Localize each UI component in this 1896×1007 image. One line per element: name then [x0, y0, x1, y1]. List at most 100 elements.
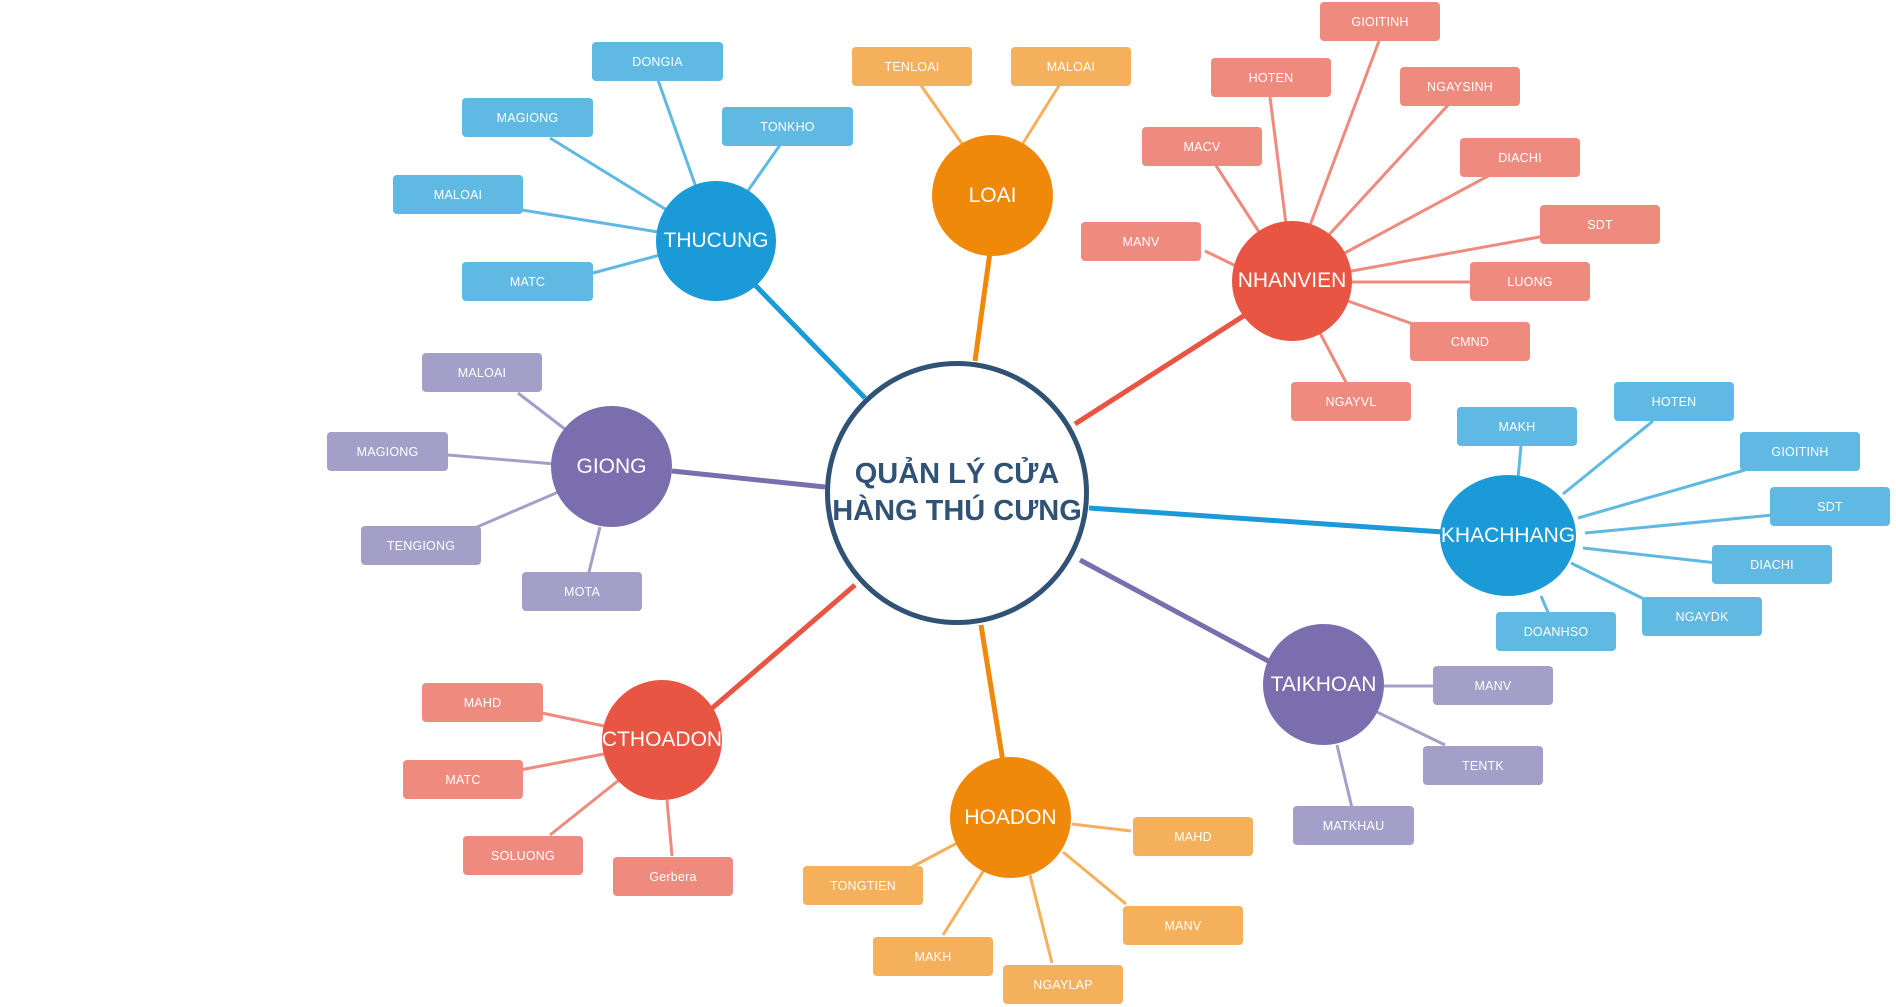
- hub-thucung[interactable]: THUCUNG: [656, 181, 776, 301]
- leaf-connector: [1345, 234, 1546, 274]
- leaf-connector: [1325, 101, 1452, 239]
- leaf-connector: [1028, 874, 1054, 964]
- hub-taikhoan[interactable]: TAIKHOAN: [1263, 624, 1384, 745]
- leaf-cthoadon-gerbera[interactable]: Gerbera: [613, 857, 733, 896]
- leaf-thucung-matc[interactable]: MATC: [462, 262, 593, 301]
- leaf-nhanvien-luong[interactable]: LUONG: [1470, 262, 1590, 301]
- connector-loai: [972, 251, 993, 362]
- central-topic-line2: HÀNG THÚ CƯNG: [832, 495, 1082, 527]
- leaf-connector: [586, 526, 602, 577]
- leaf-connector: [1307, 40, 1381, 229]
- hub-label: LOAI: [968, 183, 1017, 207]
- leaf-hoadon-ngaylap[interactable]: NGAYLAP: [1003, 965, 1123, 1004]
- leaf-cthoadon-mahd[interactable]: MAHD: [422, 683, 543, 722]
- leaf-khachhang-makh[interactable]: MAKH: [1457, 407, 1577, 446]
- leaf-connector: [1204, 249, 1237, 268]
- leaf-connector: [521, 208, 659, 234]
- leaf-taikhoan-matkhau[interactable]: MATKHAU: [1293, 806, 1414, 845]
- hub-label: CTHOADON: [601, 728, 723, 751]
- leaf-connector: [1562, 419, 1654, 496]
- leaf-connector: [1335, 744, 1354, 809]
- hub-cthoadon[interactable]: CTHOADON: [602, 680, 722, 800]
- leaf-hoadon-manv[interactable]: MANV: [1123, 906, 1243, 945]
- hub-hoadon[interactable]: HOADON: [950, 757, 1071, 878]
- leaf-connector: [918, 83, 967, 149]
- connector-thucung: [753, 283, 867, 400]
- leaf-connector: [549, 136, 671, 214]
- leaf-khachhang-sdt[interactable]: SDT: [1770, 487, 1890, 526]
- leaf-nhanvien-diachi[interactable]: DIACHI: [1460, 138, 1580, 177]
- leaf-connector: [1584, 513, 1774, 535]
- leaf-khachhang-hoten[interactable]: HOTEN: [1614, 382, 1734, 421]
- leaf-connector: [469, 488, 564, 532]
- leaf-connector: [1268, 96, 1288, 225]
- leaf-connector: [1577, 468, 1746, 520]
- leaf-connector: [1516, 445, 1523, 479]
- leaf-thucung-tonkho[interactable]: TONKHO: [722, 107, 853, 146]
- leaf-khachhang-ngaydk[interactable]: NGAYDK: [1642, 597, 1762, 636]
- leaf-thucung-maloai[interactable]: MALOAI: [393, 175, 523, 214]
- leaf-nhanvien-ngaysinh[interactable]: NGAYSINH: [1400, 67, 1520, 106]
- hub-khachhang[interactable]: KHACHHANG: [1440, 475, 1576, 596]
- leaf-taikhoan-tentk[interactable]: TENTK: [1423, 746, 1543, 785]
- leaf-connector: [1071, 822, 1132, 833]
- leaf-giong-magiong[interactable]: MAGIONG: [327, 432, 448, 471]
- leaf-hoadon-makh[interactable]: MAKH: [873, 937, 993, 976]
- leaf-cthoadon-matc[interactable]: MATC: [403, 760, 523, 799]
- leaf-nhanvien-hoten[interactable]: HOTEN: [1211, 58, 1331, 97]
- connector-khachhang: [1088, 505, 1444, 535]
- leaf-giong-mota[interactable]: MOTA: [522, 572, 642, 611]
- connector-taikhoan: [1078, 557, 1274, 666]
- leaf-connector: [909, 839, 962, 870]
- leaf-connector: [1318, 332, 1351, 389]
- leaf-connector: [1570, 561, 1651, 604]
- leaf-hoadon-mahd[interactable]: MAHD: [1133, 817, 1253, 856]
- leaf-connector: [656, 79, 699, 191]
- connector-cthoadon: [708, 583, 857, 712]
- central-topic[interactable]: QUẢN LÝ CỬA HÀNG THÚ CƯNG: [825, 361, 1089, 625]
- leaf-khachhang-diachi[interactable]: DIACHI: [1712, 545, 1832, 584]
- leaf-connector: [1018, 83, 1062, 149]
- leaf-khachhang-doanhso[interactable]: DOANHSO: [1496, 612, 1616, 651]
- leaf-loai-maloai[interactable]: MALOAI: [1011, 47, 1131, 86]
- leaf-giong-tengiong[interactable]: TENGIONG: [361, 526, 481, 565]
- leaf-cthoadon-soluong[interactable]: SOLUONG: [463, 836, 583, 875]
- leaf-nhanvien-macv[interactable]: MACV: [1142, 127, 1262, 166]
- leaf-nhanvien-ngayvl[interactable]: NGAYVL: [1291, 382, 1411, 421]
- hub-label: NHANVIEN: [1237, 269, 1347, 292]
- leaf-thucung-magiong[interactable]: MAGIONG: [462, 98, 593, 137]
- leaf-loai-tenloai[interactable]: TENLOAI: [852, 47, 972, 86]
- leaf-taikhoan-manv[interactable]: MANV: [1433, 666, 1553, 705]
- leaf-connector: [743, 144, 782, 196]
- central-topic-line1: QUẢN LÝ CỬA: [854, 458, 1060, 490]
- hub-nhanvien[interactable]: NHANVIEN: [1232, 221, 1352, 341]
- hub-label: GIONG: [576, 454, 647, 478]
- leaf-nhanvien-sdt[interactable]: SDT: [1540, 205, 1660, 244]
- leaf-connector: [592, 253, 661, 275]
- connector-nhanvien: [1073, 312, 1247, 427]
- leaf-nhanvien-cmnd[interactable]: CMND: [1410, 322, 1530, 361]
- leaf-giong-maloai[interactable]: MALOAI: [422, 353, 542, 392]
- leaf-connector: [941, 869, 986, 936]
- leaf-connector: [541, 711, 605, 728]
- hub-label: KHACHHANG: [1440, 523, 1576, 547]
- hub-label: HOADON: [964, 805, 1057, 829]
- hub-loai[interactable]: LOAI: [932, 135, 1053, 256]
- leaf-connector: [519, 752, 605, 772]
- connector-hoadon: [978, 624, 1006, 763]
- hub-label: THUCUNG: [663, 229, 769, 252]
- leaf-connector: [517, 391, 571, 435]
- leaf-hoadon-tongtien[interactable]: TONGTIEN: [803, 866, 923, 905]
- leaf-khachhang-gioitinh[interactable]: GIOITINH: [1740, 432, 1860, 471]
- connector-giong: [671, 468, 826, 490]
- hub-giong[interactable]: GIONG: [551, 406, 672, 527]
- hub-label: TAIKHOAN: [1270, 672, 1377, 696]
- leaf-connector: [1340, 173, 1491, 257]
- leaf-nhanvien-manv[interactable]: MANV: [1081, 222, 1201, 261]
- leaf-connector: [549, 778, 620, 837]
- leaf-nhanvien-gioitinh[interactable]: GIOITINH: [1320, 2, 1440, 41]
- leaf-connector: [1213, 163, 1261, 233]
- leaf-connector: [1376, 710, 1446, 747]
- leaf-connector: [665, 799, 674, 857]
- leaf-thucung-dongia[interactable]: DONGIA: [592, 42, 723, 81]
